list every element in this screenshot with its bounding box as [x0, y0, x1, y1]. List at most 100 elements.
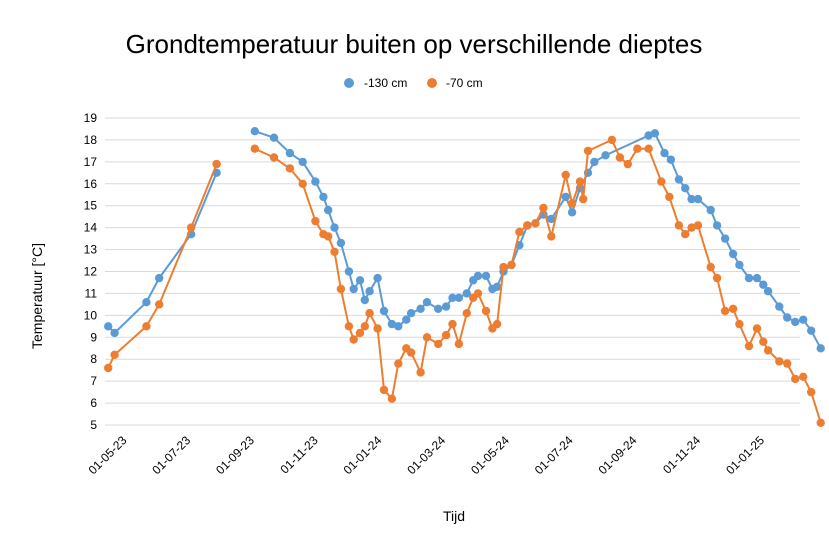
x-axis-ticks: 01-05-23 01-07-23 01-09-23 01-11-23 01-01-24…	[86, 433, 768, 477]
data-point	[752, 324, 762, 333]
data-point	[416, 368, 425, 377]
data-point	[365, 287, 374, 296]
data-point	[693, 194, 703, 204]
x-tick-label: 01-11-24	[660, 433, 703, 476]
y-axis-title: Temperatuur [°C]	[29, 243, 45, 349]
data-point	[759, 337, 768, 346]
data-point	[499, 262, 508, 272]
data-point	[735, 260, 744, 270]
data-point	[816, 418, 825, 427]
series-line	[254, 138, 822, 424]
data-point	[492, 282, 502, 291]
data-point	[285, 164, 295, 173]
data-point	[360, 295, 369, 305]
data-point	[387, 319, 397, 329]
data-point	[441, 330, 451, 340]
data-point	[379, 385, 389, 395]
data-point	[406, 309, 416, 318]
data-point	[712, 221, 722, 230]
data-point	[422, 298, 432, 307]
y-tick-label: 13	[84, 243, 98, 257]
data-point	[561, 192, 570, 202]
y-tick-label: 8	[90, 352, 97, 366]
x-tick-label: 01-11-23	[277, 433, 320, 476]
data-point	[783, 359, 792, 368]
data-point	[674, 221, 684, 230]
data-point	[547, 214, 556, 224]
data-point	[298, 157, 307, 167]
data-point	[665, 192, 674, 202]
data-point	[481, 306, 491, 316]
data-point	[681, 184, 690, 193]
data-point	[462, 289, 471, 298]
data-point	[590, 157, 599, 167]
legend-marker-130cm	[344, 78, 354, 88]
data-point	[791, 374, 800, 384]
data-point	[752, 273, 762, 283]
legend-marker-70cm	[427, 78, 437, 88]
data-point	[567, 208, 577, 217]
y-tick-label: 15	[84, 199, 98, 213]
x-tick-label: 01-07-23	[149, 433, 193, 477]
data-point	[434, 304, 443, 313]
data-point	[319, 192, 328, 202]
data-point	[657, 177, 666, 186]
data-point	[349, 284, 358, 294]
data-point	[110, 328, 119, 338]
series-line	[107, 172, 218, 334]
data-point	[142, 322, 151, 331]
data-point	[644, 144, 653, 153]
data-point	[434, 339, 443, 349]
data-point	[674, 175, 684, 184]
data-point	[344, 322, 354, 331]
data-point	[759, 280, 768, 289]
data-point	[394, 322, 403, 331]
data-point	[666, 155, 676, 164]
data-point	[547, 232, 556, 241]
data-point	[402, 315, 411, 324]
data-point	[728, 249, 738, 259]
data-point	[186, 223, 196, 232]
data-point	[579, 194, 588, 204]
y-tick-label: 16	[84, 177, 98, 191]
data-point	[360, 322, 369, 331]
legend-label-70cm: -70 cm	[446, 76, 483, 90]
data-point	[633, 144, 642, 153]
series-130cm	[104, 127, 825, 353]
data-point	[365, 309, 374, 318]
data-point	[155, 300, 164, 309]
data-point	[515, 227, 524, 237]
y-tick-label: 12	[84, 265, 98, 279]
y-tick-label: 9	[90, 330, 97, 344]
y-tick-label: 19	[84, 111, 98, 125]
data-point	[791, 317, 800, 327]
data-point	[454, 293, 464, 302]
data-point	[330, 223, 339, 232]
gridlines	[105, 117, 800, 426]
data-point	[720, 234, 730, 243]
data-point	[687, 194, 696, 204]
data-point	[416, 304, 425, 313]
data-point	[681, 230, 690, 239]
x-tick-label: 01-07-24	[532, 433, 576, 477]
data-point	[492, 319, 502, 329]
data-point	[735, 319, 744, 329]
data-point	[269, 153, 279, 162]
y-tick-label: 17	[84, 155, 98, 169]
x-tick-label: 01-09-23	[213, 433, 257, 477]
data-point	[644, 131, 653, 140]
x-tick-label: 01-05-23	[86, 433, 130, 477]
y-tick-label: 7	[90, 374, 97, 388]
data-point	[799, 372, 808, 381]
data-point	[311, 177, 320, 186]
data-point	[481, 271, 491, 281]
data-point	[693, 221, 703, 230]
data-point	[575, 177, 585, 186]
data-point	[720, 306, 730, 316]
series-70cm	[104, 135, 825, 427]
data-point	[660, 148, 669, 158]
data-point	[712, 273, 722, 283]
data-point	[650, 129, 660, 138]
data-point	[373, 273, 382, 283]
